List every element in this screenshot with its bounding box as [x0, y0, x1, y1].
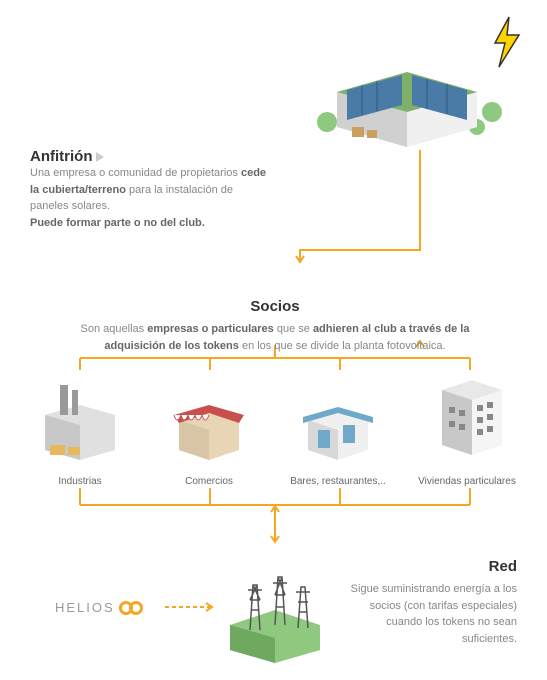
anfitrion-text-2: Puede formar parte o no del club.: [30, 215, 270, 232]
anfitrion-title: Anfitrión: [30, 148, 270, 165]
shop-icon: [159, 375, 259, 465]
restaurant-icon: [288, 375, 388, 465]
red-text: Sigue suministrando energía a los socios…: [337, 581, 517, 647]
building-bares: Bares, restaurantes,..: [278, 375, 398, 487]
red-section: Red Sigue suministrando energía a los so…: [337, 558, 517, 647]
socios-text: Son aquellas empresas o particulares que…: [60, 321, 490, 354]
logo-circles-icon: [119, 601, 143, 615]
building-viviendas: Viviendas particulares: [407, 365, 527, 487]
socios-title: Socios: [60, 298, 490, 315]
lightning-bolt-icon: [487, 15, 527, 70]
building-label: Viviendas particulares: [407, 476, 527, 487]
arrow-right-icon: [96, 152, 104, 162]
building-label: Industrias: [20, 476, 140, 487]
helios-logo: HELIOS: [55, 600, 143, 615]
anfitrion-text: Una empresa o comunidad de propietarios …: [30, 165, 270, 215]
factory-icon: [30, 375, 130, 465]
building-row: Industrias Comercios Bares, restaurantes…: [20, 365, 527, 487]
building-label: Comercios: [149, 476, 269, 487]
socios-section: Socios Son aquellas empresas o particula…: [60, 298, 490, 354]
power-grid-icon: [220, 555, 330, 665]
building-comercios: Comercios: [149, 375, 269, 487]
building-industrias: Industrias: [20, 375, 140, 487]
solar-building-icon: [307, 12, 507, 152]
building-label: Bares, restaurantes,..: [278, 476, 398, 487]
anfitrion-section: Anfitrión Una empresa o comunidad de pro…: [30, 148, 270, 231]
residential-icon: [417, 365, 517, 465]
red-title: Red: [337, 558, 517, 575]
logo-text: HELIOS: [55, 600, 115, 615]
